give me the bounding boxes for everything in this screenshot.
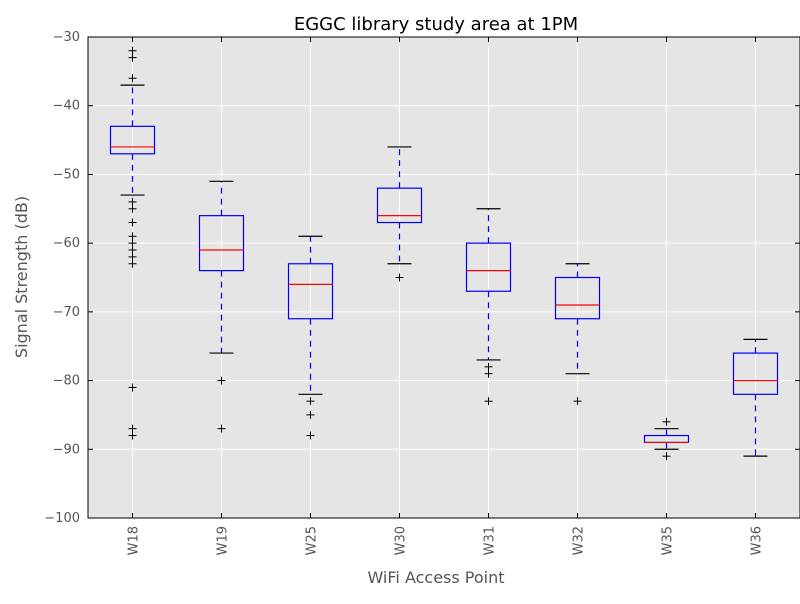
y-tick-label: −50 [53, 167, 80, 182]
outlier-point [395, 273, 404, 282]
outlier-point [128, 218, 137, 227]
outlier-point [306, 397, 315, 406]
y-tick-label: −60 [53, 236, 80, 251]
box-w31 [465, 208, 512, 406]
outlier-point [128, 46, 137, 55]
iqr-box [287, 263, 334, 320]
chart-title: EGGC library study area at 1PM [294, 14, 578, 35]
outlier-point [128, 246, 137, 255]
x-tick-label: W18 [127, 526, 142, 555]
box-w36 [732, 338, 779, 457]
box-w25 [287, 235, 334, 440]
x-axis-label: WiFi Access Point [367, 568, 504, 587]
outlier-point [128, 74, 137, 83]
iqr-box [554, 276, 601, 320]
box-w30 [376, 146, 423, 282]
iqr-box [376, 187, 423, 224]
iqr-box [198, 215, 245, 272]
y-tick-label: −90 [53, 442, 80, 457]
iqr-box [109, 125, 156, 155]
box-w32 [554, 263, 601, 406]
outlier-point [573, 397, 582, 406]
y-tick-label: −100 [44, 511, 80, 526]
x-tick-label: W35 [661, 526, 676, 555]
y-tick-label: −70 [53, 305, 80, 320]
outlier-point [128, 431, 137, 440]
outlier-point [217, 424, 226, 433]
outlier-point [128, 53, 137, 62]
outlier-point [128, 259, 137, 268]
outlier-point [484, 369, 493, 378]
x-tick-label: W31 [483, 526, 498, 555]
box-w18 [109, 46, 156, 440]
plot-area [88, 37, 800, 518]
outlier-point [128, 424, 137, 433]
iqr-box [465, 242, 512, 292]
x-tick-label: W19 [216, 526, 231, 555]
outlier-point [217, 376, 226, 385]
y-tick-label: −30 [53, 30, 80, 45]
outlier-point [306, 431, 315, 440]
box-series [109, 46, 779, 461]
x-tick-label: W25 [305, 526, 320, 555]
outlier-point [128, 197, 137, 206]
y-tick-label: −80 [53, 374, 80, 389]
outlier-point [128, 204, 137, 213]
outlier-point [306, 410, 315, 419]
outlier-point [128, 252, 137, 261]
axes: −100 −90 −80 −70 −60 −50 −40 −30 W18 W19 W25 W30 W31… [44, 30, 800, 555]
outlier-point [662, 417, 671, 426]
outlier-point [484, 362, 493, 371]
outlier-point [128, 383, 137, 392]
box-w35 [643, 417, 690, 461]
plot-frame [87, 36, 800, 519]
x-tick-label: W30 [394, 526, 409, 555]
y-axis-label: Signal Strength (dB) [12, 196, 31, 358]
outlier-point [662, 452, 671, 461]
outlier-point [128, 239, 137, 248]
outlier-point [484, 397, 493, 406]
x-tick-label: W32 [572, 526, 587, 555]
outlier-point [128, 232, 137, 241]
box-w19 [198, 180, 245, 433]
x-tick-label: W36 [750, 526, 765, 555]
iqr-box [732, 352, 779, 395]
y-tick-label: −40 [53, 99, 80, 114]
